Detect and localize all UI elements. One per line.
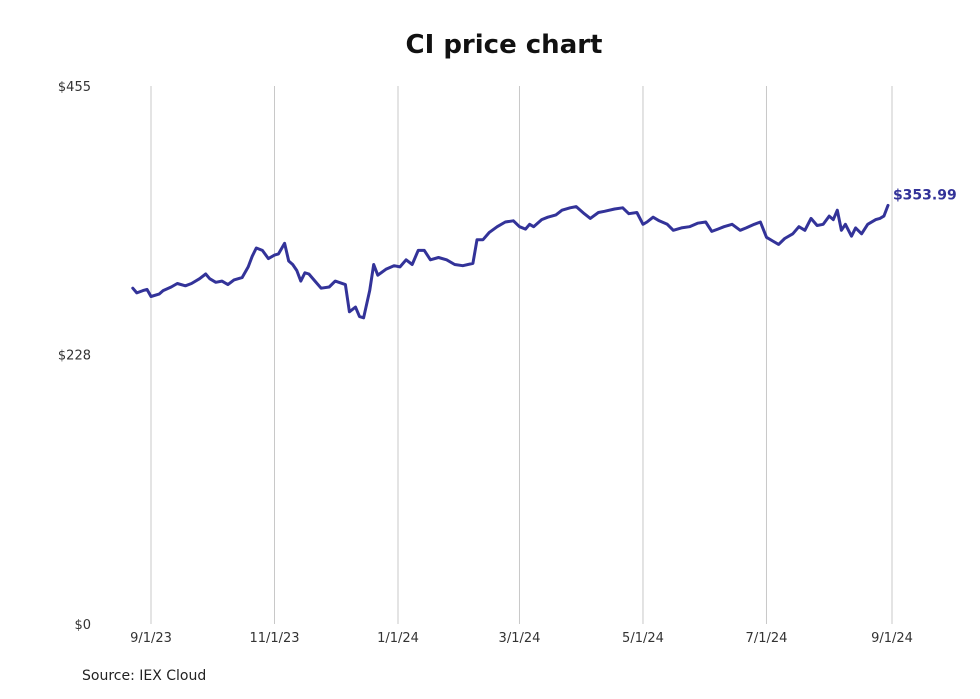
vertical-gridlines — [150, 86, 893, 624]
x-tick-label: 5/1/24 — [622, 631, 664, 646]
chart-title: CI price chart — [405, 30, 603, 60]
x-tick-label: 1/1/24 — [377, 631, 419, 646]
y-axis-tick-labels: $0 $228 $455 — [58, 80, 91, 633]
y-tick-label: $0 — [74, 618, 91, 633]
x-tick-label: 3/1/24 — [499, 631, 541, 646]
x-tick-label: 11/1/23 — [249, 631, 299, 646]
y-tick-label: $228 — [58, 348, 91, 363]
price-chart: $0 $228 $455 9/1/23 11/1/23 1/1/24 3/1/24 5/1/… — [58, 80, 957, 646]
y-tick-label: $455 — [58, 80, 91, 95]
last-price-label: $353.99 — [893, 187, 957, 203]
x-axis-tick-labels: 9/1/23 11/1/23 1/1/24 3/1/24 5/1/24 7/1/24 9/1… — [130, 631, 913, 646]
x-tick-label: 9/1/24 — [871, 631, 913, 646]
source-note: Source: IEX Cloud — [82, 668, 207, 684]
price-series-line — [131, 203, 890, 320]
x-tick-label: 7/1/24 — [746, 631, 788, 646]
x-tick-label: 9/1/23 — [130, 631, 172, 646]
